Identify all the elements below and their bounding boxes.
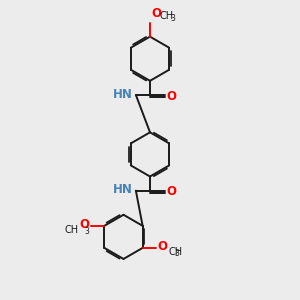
Text: HN: HN xyxy=(112,88,132,100)
Text: 3: 3 xyxy=(174,249,179,258)
Text: CH: CH xyxy=(160,11,174,21)
Text: CH: CH xyxy=(169,247,183,257)
Text: 3: 3 xyxy=(85,226,89,236)
Text: HN: HN xyxy=(112,183,132,196)
Text: O: O xyxy=(152,8,162,20)
Text: O: O xyxy=(80,218,90,231)
Text: O: O xyxy=(167,185,177,198)
Text: 3: 3 xyxy=(171,14,176,22)
Text: O: O xyxy=(167,90,177,103)
Text: O: O xyxy=(157,240,167,253)
Text: CH: CH xyxy=(64,225,79,235)
